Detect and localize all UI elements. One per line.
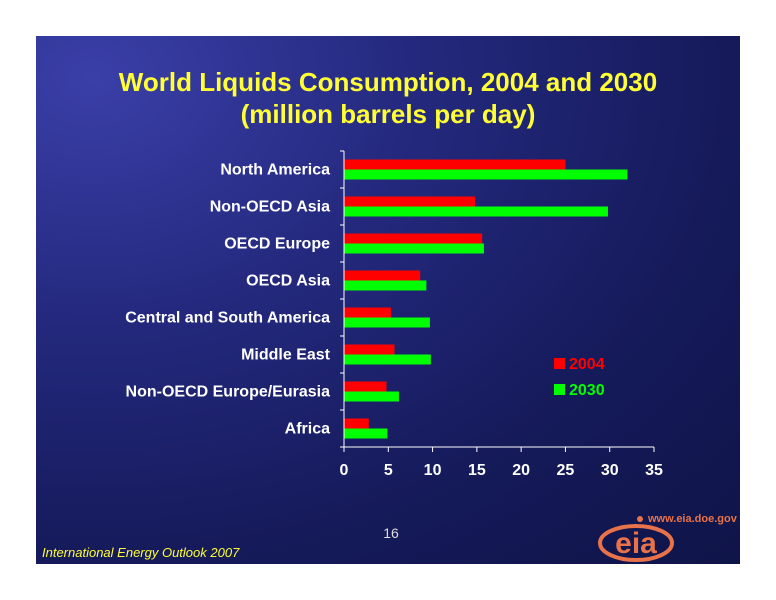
x-tick-label: 35 [645, 462, 663, 479]
category-label: North America [220, 162, 330, 179]
logo-dot [637, 516, 643, 522]
x-tick-label: 0 [340, 462, 349, 479]
bar-2030-1 [344, 169, 628, 180]
x-tick-label: 15 [468, 462, 486, 479]
bar-2030-7 [344, 391, 399, 402]
logo-url: www.eia.doe.gov [648, 513, 737, 525]
title-line-1: World Liquids Consumption, 2004 and 2030 [118, 67, 658, 97]
x-tick-label: 20 [512, 462, 530, 479]
chart-title: World Liquids Consumption, 2004 and 2030… [36, 66, 740, 130]
legend: 2004 2030 [554, 356, 605, 399]
x-tick-label: 5 [384, 462, 393, 479]
category-label: Middle East [241, 347, 331, 364]
bar-2004-2 [344, 196, 476, 207]
eia-logo: eia [598, 516, 674, 562]
x-tick-label: 25 [557, 462, 575, 479]
bar-2004-3 [344, 233, 483, 244]
logo-swoosh [598, 524, 674, 562]
bar-2004-8 [344, 418, 369, 429]
bar-2004-6 [344, 344, 395, 355]
bar-2030-8 [344, 428, 388, 439]
bar-2030-3 [344, 243, 484, 254]
bar-2030-4 [344, 280, 427, 291]
bar-chart: North America Non-OECD Asia OECD Europe OEC… [125, 150, 663, 479]
bar-2030-2 [344, 206, 608, 217]
category-labels-group: North America Non-OECD Asia OECD Europe OEC… [125, 162, 330, 438]
title-line-2: (million barrels per day) [240, 99, 536, 129]
legend-label-2004: 2004 [569, 356, 605, 373]
page-number: 16 [383, 525, 399, 541]
tick-labels-group: 0 5 10 15 20 25 30 35 [340, 462, 663, 479]
category-label: Central and South America [125, 310, 330, 327]
x-tick-label: 30 [601, 462, 619, 479]
legend-swatch-2004 [554, 358, 565, 369]
category-label: Non-OECD Asia [210, 199, 330, 216]
source-note: International Energy Outlook 2007 [42, 545, 240, 560]
bar-2004-5 [344, 307, 391, 318]
category-label: OECD Asia [246, 273, 330, 290]
logo-text: eia [615, 527, 657, 560]
bar-2004-7 [344, 381, 387, 392]
legend-label-2030: 2030 [569, 382, 605, 399]
bars-group [344, 159, 628, 439]
x-tick-label: 10 [424, 462, 442, 479]
bar-2004-1 [344, 159, 566, 170]
bar-2004-4 [344, 270, 421, 281]
bar-2030-5 [344, 317, 430, 328]
axes-group [340, 150, 655, 452]
slide-background: World Liquids Consumption, 2004 and 2030… [36, 36, 740, 564]
bar-2030-6 [344, 354, 431, 365]
category-label: Non-OECD Europe/Eurasia [126, 384, 331, 401]
category-label: OECD Europe [224, 236, 330, 253]
legend-swatch-2030 [554, 384, 565, 395]
category-label: Africa [285, 421, 330, 438]
